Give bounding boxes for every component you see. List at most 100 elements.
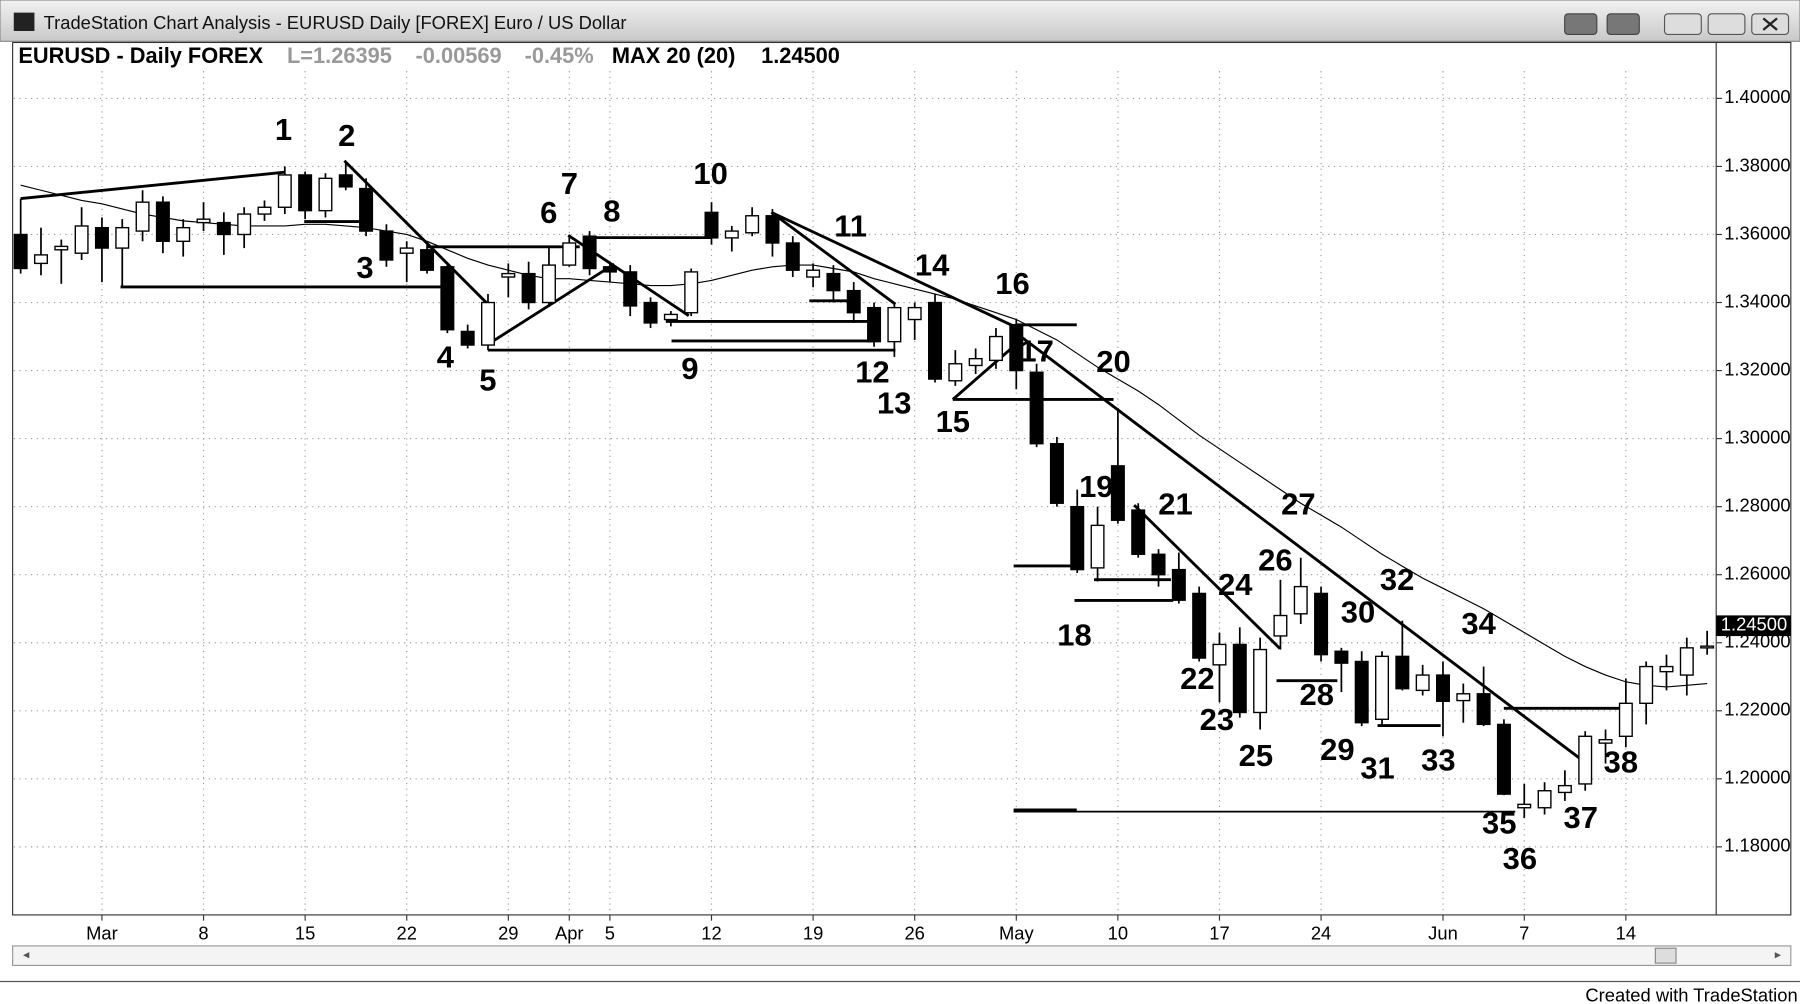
trendline <box>487 262 615 346</box>
wave-label: 7 <box>561 166 578 201</box>
candle-body <box>562 242 577 266</box>
trendline <box>1015 331 1583 762</box>
wave-label: 35 <box>1482 806 1516 841</box>
candle-body <box>704 211 719 239</box>
candle-body <box>13 233 28 270</box>
x-tick-label: Mar <box>86 922 118 943</box>
trendline <box>343 159 495 311</box>
x-tick-label: 10 <box>1108 922 1128 943</box>
wave-label: 6 <box>540 195 557 230</box>
candle-body <box>1232 643 1247 714</box>
candle-body <box>623 271 638 307</box>
wave-label: 33 <box>1421 742 1455 777</box>
candle-body <box>277 174 292 208</box>
candle-body <box>1375 655 1390 720</box>
wave-label: 11 <box>834 209 867 244</box>
wave-label: 14 <box>915 248 950 283</box>
x-tick-label: 12 <box>701 922 721 943</box>
x-tick-label: 24 <box>1311 922 1331 943</box>
candle-body <box>1659 665 1674 673</box>
candle-body <box>155 201 170 242</box>
wave-label: 10 <box>693 156 727 191</box>
candle-body <box>338 174 353 188</box>
scroll-thumb[interactable] <box>1654 947 1677 964</box>
moving-average <box>20 184 1708 688</box>
indicator-menu-button[interactable] <box>1606 13 1640 36</box>
candle-body <box>988 335 1003 362</box>
candle-body <box>1273 614 1288 637</box>
candle-body <box>1090 524 1105 569</box>
candle-body <box>1354 660 1369 724</box>
wave-label: 5 <box>479 362 496 397</box>
wave-label: 28 <box>1299 677 1333 712</box>
candle-body <box>1212 643 1227 666</box>
candle-body <box>582 235 597 270</box>
candle-body <box>1517 803 1532 809</box>
maximize-button[interactable] <box>1707 13 1746 36</box>
trendline <box>1133 504 1281 650</box>
candle-body <box>1700 645 1715 649</box>
wave-label: 2 <box>338 118 355 153</box>
x-tick-label: 8 <box>198 922 208 943</box>
indicator-label: MAX 20 (20) <box>612 43 736 68</box>
symbol-label: EURUSD - Daily FOREX <box>18 43 263 68</box>
candle-body <box>928 301 943 380</box>
candle-body <box>1557 784 1572 794</box>
candle-body <box>257 206 272 215</box>
wave-label: 30 <box>1341 594 1375 629</box>
candle-body <box>379 230 394 261</box>
plot: 1.180001.200001.220001.240001.260001.280… <box>13 71 1791 943</box>
candle-body <box>1578 735 1593 785</box>
candle-body <box>1029 371 1044 445</box>
candle-body <box>1314 592 1329 656</box>
wave-label: 38 <box>1604 745 1638 780</box>
candle-body <box>1476 693 1491 726</box>
wave-label: 24 <box>1218 567 1253 602</box>
x-tick-label: Jun <box>1428 922 1458 943</box>
candle-body <box>480 301 496 346</box>
candle-body <box>826 272 841 292</box>
candle-body <box>948 363 963 382</box>
x-tick-label: 22 <box>397 922 417 943</box>
candle-body <box>115 226 130 249</box>
scroll-left[interactable]: ◂ <box>23 947 30 961</box>
minimize-button[interactable] <box>1663 13 1702 36</box>
wave-label: 8 <box>603 194 620 229</box>
candle-body <box>1171 568 1186 601</box>
x-tick-label: 29 <box>498 922 518 943</box>
candle-body <box>1009 323 1024 372</box>
x-tick-label: 14 <box>1616 922 1636 943</box>
candle-body <box>643 301 658 324</box>
candle-body <box>1598 739 1613 744</box>
wave-label: 26 <box>1258 543 1292 578</box>
candle-body <box>663 313 678 321</box>
candle-body <box>74 225 89 254</box>
scrollbar[interactable] <box>12 945 1792 967</box>
candle-body <box>1639 665 1654 704</box>
symbol-menu-button[interactable] <box>1564 13 1598 36</box>
wave-label: 25 <box>1239 738 1273 773</box>
window-title: TradeStation Chart Analysis - EURUSD Dai… <box>44 12 627 33</box>
app-icon <box>13 12 35 31</box>
wave-label: 36 <box>1503 841 1537 876</box>
candle-body <box>785 242 800 271</box>
candle-body <box>1679 647 1694 676</box>
last-price-label: L=1.26395 <box>287 43 392 68</box>
x-tick-label: 15 <box>295 922 315 943</box>
y-tick-label: 1.40000 <box>1724 86 1790 107</box>
candle-body <box>765 215 780 244</box>
wave-label: 37 <box>1564 800 1598 835</box>
wave-label: 3 <box>356 250 373 285</box>
candle-body <box>440 266 455 331</box>
candle-body <box>1131 509 1146 555</box>
y-tick-label: 1.32000 <box>1724 358 1790 379</box>
candle-body <box>1496 723 1511 795</box>
indicator-value: 1.24500 <box>761 43 840 68</box>
scroll-right[interactable]: ▸ <box>1775 947 1782 961</box>
x-tick-label: 17 <box>1209 922 1229 943</box>
candle-body <box>33 254 48 265</box>
candle-body <box>135 201 150 232</box>
last-price-badge <box>1716 615 1791 637</box>
wave-label: 19 <box>1079 469 1113 504</box>
